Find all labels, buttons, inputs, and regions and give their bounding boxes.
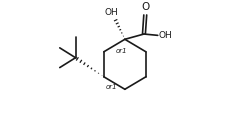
Text: or1: or1 — [115, 48, 127, 54]
Text: OH: OH — [158, 31, 172, 40]
Text: or1: or1 — [105, 84, 117, 90]
Text: OH: OH — [104, 8, 118, 17]
Text: O: O — [141, 2, 149, 12]
